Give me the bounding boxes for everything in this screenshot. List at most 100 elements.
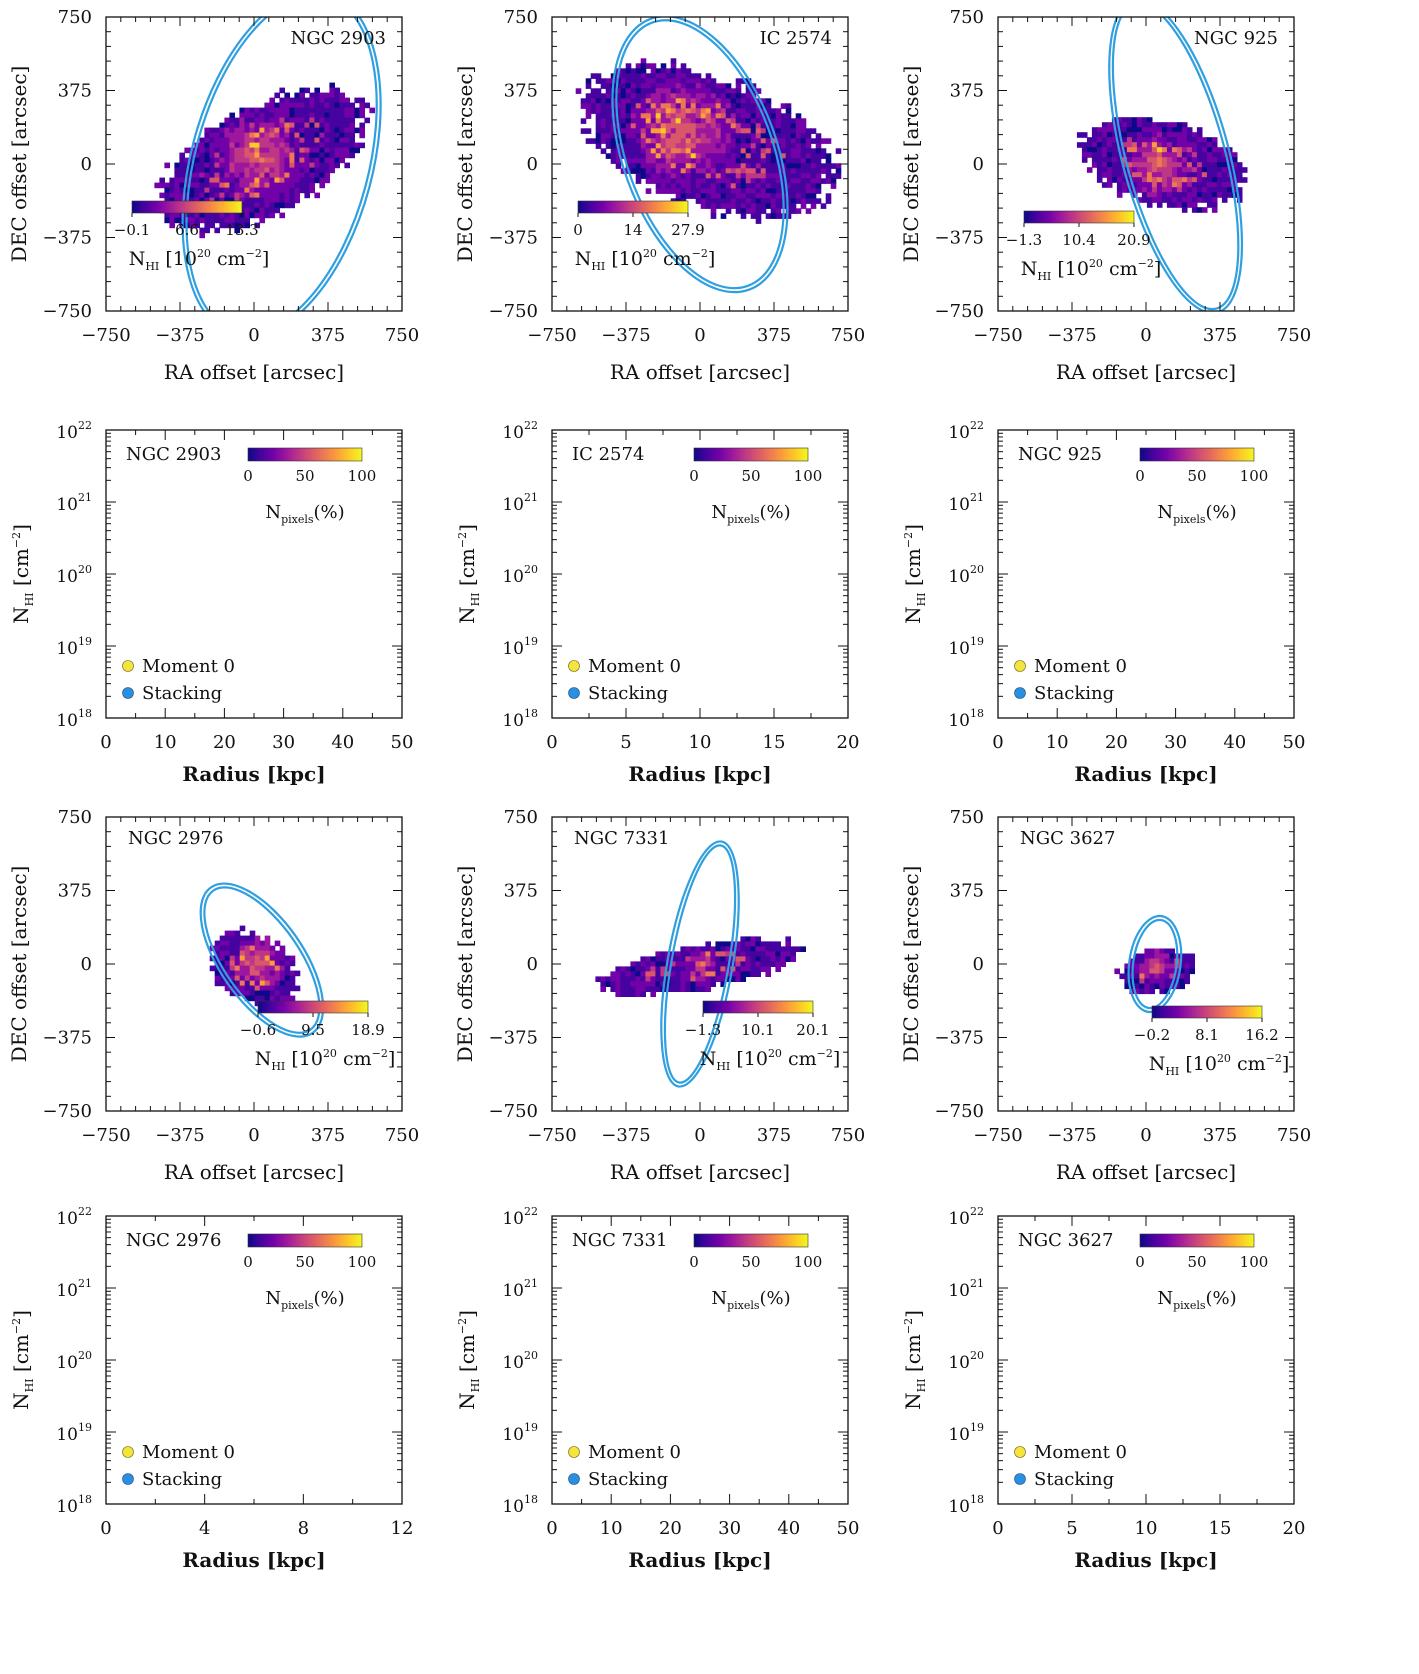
hi-pixel (685, 961, 691, 967)
hi-pixel (1231, 182, 1238, 188)
hi-pixel (615, 981, 621, 987)
hi-pixel (755, 208, 762, 214)
hi-pixel (800, 193, 807, 199)
hi-pixel (800, 203, 807, 209)
legend-moment0-label: Moment 0 (588, 656, 681, 677)
hi-pixel (1141, 127, 1148, 133)
hi-pixel (675, 73, 682, 79)
hi-pixel (214, 227, 220, 234)
hi-pixel (580, 103, 587, 109)
hi-pixel (685, 956, 691, 962)
hi-pixel (1191, 167, 1198, 173)
hi-pixel (625, 163, 632, 169)
hi-pixel (600, 128, 607, 134)
hi-pixel (179, 157, 185, 164)
hi-pixel (1111, 142, 1118, 148)
hi-pixel (760, 153, 767, 159)
hi-pixel (1124, 963, 1130, 970)
hi-pixel (750, 188, 757, 194)
hi-pixel (1166, 177, 1173, 183)
y-tick-label: −375 (935, 228, 984, 249)
hi-pixel (810, 173, 817, 179)
hi-pixel (1096, 157, 1103, 163)
hi-pixel (670, 981, 676, 987)
hi-pixel (745, 78, 752, 84)
hi-pixel (259, 212, 265, 219)
hi-pixel (810, 183, 817, 189)
hi-pixel (795, 188, 802, 194)
hi-pixel (635, 63, 642, 69)
hi-pixel (274, 132, 280, 139)
x-tick-label: 750 (1277, 1125, 1311, 1146)
hi-pixel (214, 152, 220, 159)
hi-pixel (254, 985, 261, 992)
hi-pixel (655, 83, 662, 89)
hi-pixel (359, 107, 365, 114)
hi-pixel (239, 980, 246, 987)
hi-pixel (264, 970, 271, 977)
hi-pixel (319, 117, 325, 124)
hi-pixel (775, 213, 782, 219)
hi-pixel (289, 157, 295, 164)
hi-pixel (234, 930, 241, 937)
hi-pixel (349, 147, 355, 154)
hi-pixel (204, 162, 210, 169)
x-axis-label: RA offset [arcsec] (1056, 1160, 1236, 1184)
hi-pixel (234, 950, 241, 957)
hi-pixel (334, 127, 340, 134)
hi-pixel (1096, 147, 1103, 153)
hi-pixel (239, 217, 245, 224)
hi-pixel (690, 178, 697, 184)
hi-pixel (720, 83, 727, 89)
hi-pixel (334, 107, 340, 114)
hi-pixel (625, 986, 631, 992)
hi-pixel (1176, 172, 1183, 178)
hi-pixel (1091, 147, 1098, 153)
hi-pixel (760, 133, 767, 139)
hi-pixel (239, 162, 245, 169)
hi-pixel (660, 976, 666, 982)
hi-emission-map (575, 58, 842, 224)
hi-pixel (219, 157, 225, 164)
hi-pixel (640, 113, 647, 119)
y-tick-label: 750 (504, 807, 538, 828)
hi-pixel (625, 68, 632, 74)
colorbar-unit-label: NHI [1020 cm−2] (1149, 1052, 1290, 1078)
hi-pixel (349, 132, 355, 139)
hi-pixel (174, 217, 180, 224)
hi-pixel (685, 158, 692, 164)
hi-pixel (665, 88, 672, 94)
hi-pixel (630, 103, 637, 109)
hi-pixel (700, 158, 707, 164)
hi-pixel (675, 68, 682, 74)
legend-moment0-label: Moment 0 (588, 1442, 681, 1463)
hi-pixel (705, 108, 712, 114)
hi-pixel (595, 128, 602, 134)
hi-pixel (745, 158, 752, 164)
hi-pixel (640, 991, 646, 997)
hi-pixel (750, 966, 756, 972)
hi-pixel (1126, 142, 1133, 148)
hi-pixel (299, 107, 305, 114)
hi-pixel (199, 147, 205, 154)
hi-pixel (695, 83, 702, 89)
hi-pixel (1139, 958, 1145, 965)
hi-pixel (760, 128, 767, 134)
hi-pixel (1139, 988, 1145, 995)
hi-pixel (705, 163, 712, 169)
y-tick-label: 750 (58, 7, 92, 28)
hi-pixel (620, 128, 627, 134)
hi-pixel (244, 152, 250, 159)
hi-pixel (359, 127, 365, 134)
hi-pixel (329, 112, 335, 119)
hi-pixel (720, 956, 726, 962)
hi-pixel (294, 197, 300, 204)
hi-pixel (309, 187, 315, 194)
hi-pixel (1101, 147, 1108, 153)
hi-pixel (635, 986, 641, 992)
hi-pixel (1236, 192, 1243, 198)
hi-pixel (234, 217, 240, 224)
x-axis-label: RA offset [arcsec] (1056, 360, 1236, 384)
hi-pixel (179, 182, 185, 189)
hi-pixel (259, 960, 266, 967)
